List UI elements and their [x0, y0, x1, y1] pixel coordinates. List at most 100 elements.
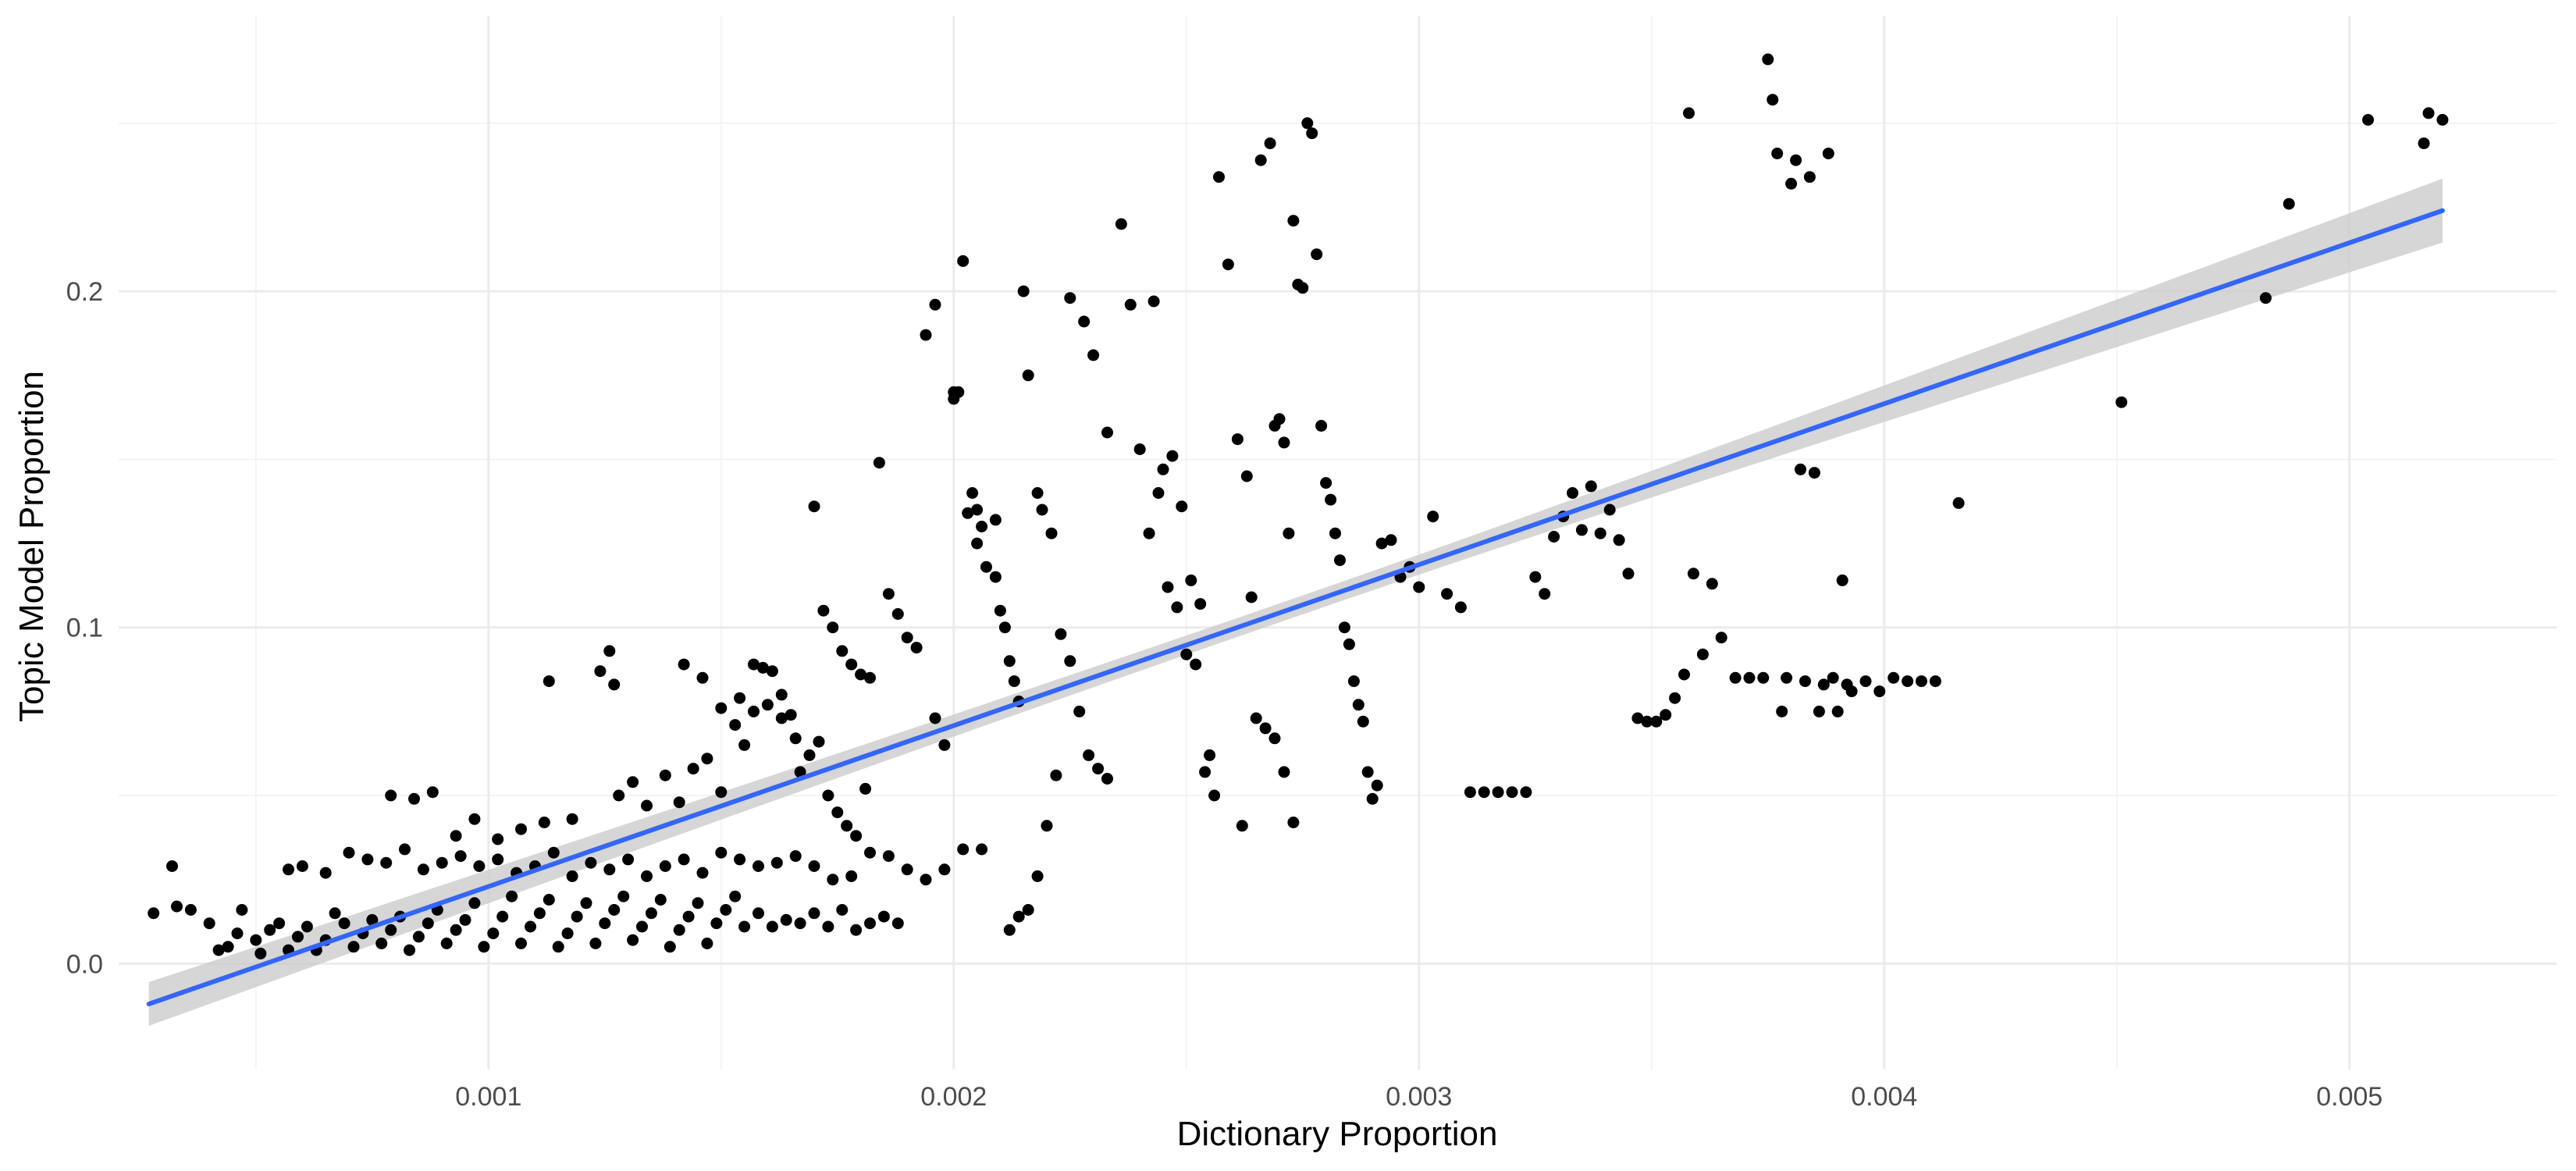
data-point	[659, 769, 671, 781]
data-point	[1152, 487, 1165, 499]
data-point	[775, 689, 788, 701]
data-point	[813, 735, 825, 748]
x-tick-label: 0.001	[455, 1082, 521, 1112]
data-point	[1464, 786, 1476, 799]
data-point	[1287, 215, 1300, 227]
data-point	[1706, 578, 1718, 590]
data-point	[552, 941, 564, 953]
data-point	[1078, 315, 1091, 328]
data-point	[1162, 581, 1174, 593]
data-point	[1124, 298, 1137, 311]
data-point	[319, 867, 332, 879]
data-point	[998, 621, 1011, 634]
data-point	[753, 860, 764, 872]
data-point	[329, 907, 341, 920]
data-point	[426, 786, 439, 799]
data-point	[547, 846, 560, 859]
data-point	[203, 917, 215, 930]
data-point	[1371, 779, 1383, 792]
data-point	[1660, 709, 1672, 721]
data-point	[2362, 114, 2375, 126]
data-point	[789, 850, 802, 863]
data-point	[1166, 450, 1179, 462]
data-point	[436, 856, 448, 869]
data-point	[2115, 396, 2128, 408]
data-point	[882, 850, 895, 863]
data-point	[380, 856, 393, 869]
data-point	[1492, 786, 1504, 799]
data-point	[422, 917, 434, 930]
data-point	[989, 571, 1002, 583]
data-point	[1325, 493, 1337, 506]
data-point	[1190, 658, 1202, 671]
data-point	[1594, 527, 1606, 539]
data-point	[1529, 571, 1542, 583]
data-point	[1036, 504, 1048, 516]
data-point	[1012, 910, 1025, 923]
data-point	[617, 890, 630, 902]
data-point	[1176, 500, 1188, 513]
data-point	[1213, 171, 1225, 183]
data-point	[273, 917, 286, 930]
data-point	[780, 913, 792, 926]
data-point	[901, 863, 913, 876]
confidence-band	[148, 178, 2443, 1026]
data-point	[1916, 675, 1927, 688]
data-point	[873, 457, 885, 469]
data-point	[822, 789, 834, 802]
data-point	[971, 537, 984, 550]
y-tick-label: 0.1	[66, 614, 103, 643]
data-point	[1180, 648, 1193, 660]
data-point	[976, 843, 988, 856]
data-point	[1827, 671, 1839, 684]
data-point	[538, 817, 550, 828]
data-point	[850, 830, 863, 842]
data-point	[891, 917, 904, 930]
data-points	[148, 53, 2449, 959]
data-point	[515, 823, 527, 835]
data-point	[296, 860, 308, 872]
data-point	[1338, 621, 1350, 634]
data-point	[301, 920, 313, 933]
data-point	[166, 860, 178, 872]
data-point	[817, 604, 830, 617]
data-point	[459, 913, 471, 926]
data-point	[543, 675, 555, 688]
data-point	[1413, 581, 1425, 593]
data-point	[1231, 433, 1244, 446]
data-point	[938, 739, 951, 751]
data-point	[2418, 137, 2430, 150]
data-point	[971, 504, 984, 516]
data-point	[1003, 924, 1016, 936]
x-tick-label: 0.004	[1851, 1082, 1917, 1112]
data-point	[496, 910, 509, 923]
data-point	[1831, 705, 1844, 717]
data-point	[729, 719, 742, 731]
data-point	[608, 678, 621, 691]
data-point	[585, 856, 597, 869]
data-point	[696, 867, 709, 879]
data-point	[1194, 598, 1207, 610]
data-point	[1767, 94, 1779, 106]
data-point	[775, 712, 788, 724]
data-point	[622, 853, 635, 866]
data-point	[966, 487, 979, 499]
data-point	[292, 931, 304, 943]
data-point	[808, 907, 820, 920]
data-point	[1022, 904, 1034, 916]
data-point	[1776, 705, 1788, 717]
data-point	[1064, 292, 1076, 304]
data-point	[891, 608, 904, 620]
minor-gridlines	[119, 16, 2556, 1070]
data-point	[636, 920, 648, 933]
data-point	[2282, 198, 2295, 210]
data-point	[1575, 524, 1588, 536]
data-point	[1050, 769, 1062, 781]
data-point	[566, 813, 578, 825]
data-point	[715, 786, 728, 799]
y-tick-label: 0.0	[66, 949, 103, 979]
data-point	[250, 934, 262, 946]
data-point	[1427, 511, 1439, 523]
data-point	[515, 938, 527, 949]
data-point	[1952, 497, 1965, 509]
